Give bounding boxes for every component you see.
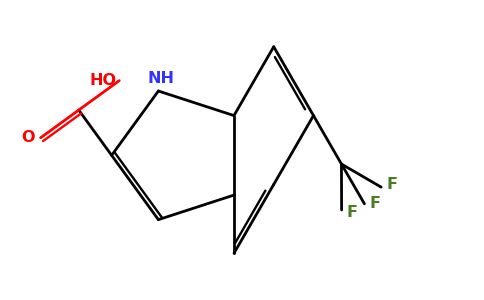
Text: NH: NH [148,70,175,86]
Text: F: F [347,205,358,220]
Text: F: F [369,196,380,211]
Text: O: O [21,130,34,145]
Text: F: F [386,177,397,192]
Text: HO: HO [89,73,116,88]
